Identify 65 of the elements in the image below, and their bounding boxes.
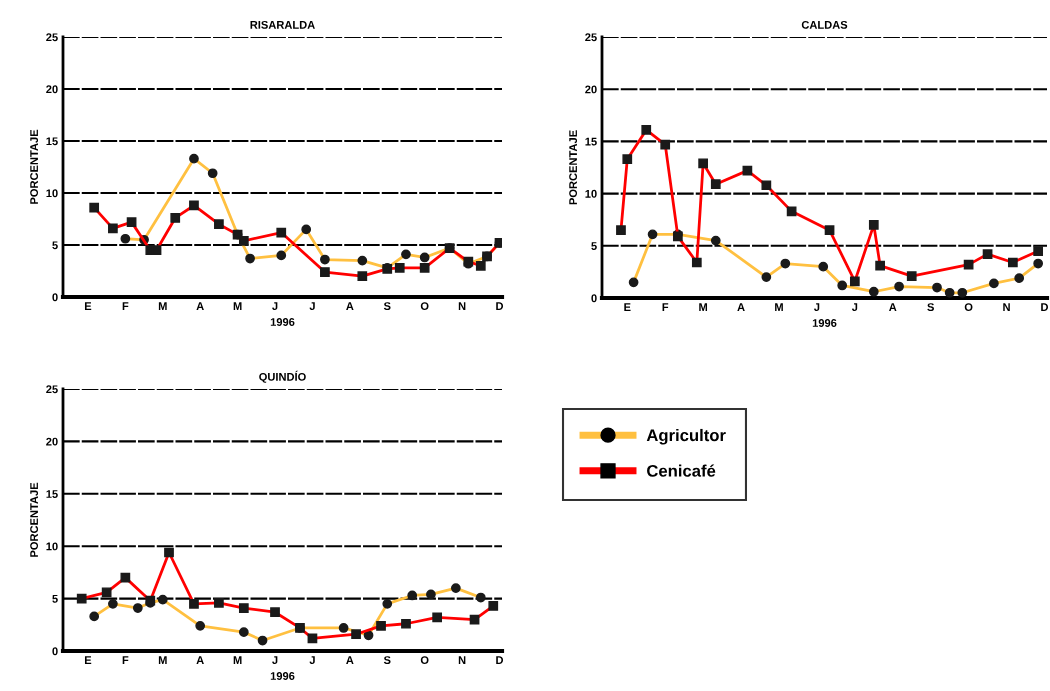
- x-tick-label: A: [196, 302, 204, 310]
- x-tick-label: M: [158, 302, 167, 310]
- x-tick-label: M: [233, 302, 242, 310]
- y-tick-label: 10: [46, 542, 58, 551]
- x-tick-label: M: [233, 656, 242, 664]
- y-tick-label: 0: [52, 647, 58, 656]
- x-tick-label: A: [196, 656, 204, 664]
- x-tick-label: O: [420, 302, 429, 311]
- y-tick-label: 10: [46, 189, 58, 198]
- x-tick-label: J: [272, 302, 278, 311]
- y-tick-label: 25: [46, 385, 58, 394]
- legend-label: Agricultor: [646, 428, 726, 445]
- y-axis-title: PORCENTAJE: [30, 482, 39, 557]
- x-tick-label: A: [737, 303, 745, 311]
- y-tick-label: 20: [46, 437, 58, 446]
- y-tick-label: 20: [585, 85, 597, 94]
- x-tick-label: M: [775, 303, 783, 311]
- x-tick-label: M: [699, 303, 708, 311]
- x-tick-label: E: [84, 302, 92, 310]
- y-tick-label: 15: [46, 137, 58, 146]
- y-tick-label: 10: [585, 189, 597, 198]
- legend-label: Cenicafé: [647, 464, 716, 477]
- y-tick-label: 25: [585, 33, 597, 42]
- x-tick-label: D: [496, 302, 504, 310]
- y-tick-label: 15: [585, 137, 597, 146]
- y-axis-title: PORCENTAJE: [569, 130, 578, 205]
- y-tick-label: 5: [591, 242, 597, 250]
- x-tick-label: S: [927, 303, 934, 312]
- y-tick-label: 0: [591, 294, 597, 303]
- chart-title: CALDAS: [801, 20, 848, 29]
- x-tick-label: J: [272, 656, 278, 665]
- x-tick-label: S: [383, 656, 391, 665]
- y-tick-label: 0: [52, 293, 58, 302]
- x-tick-label: M: [158, 656, 167, 664]
- x-tick-label: J: [851, 303, 858, 312]
- x-tick-label: N: [458, 302, 466, 310]
- x-tick-label: J: [309, 302, 315, 311]
- chart-title: RISARALDA: [250, 20, 315, 29]
- x-tick-label: F: [122, 302, 129, 310]
- y-tick-label: 15: [46, 490, 58, 498]
- x-tick-label: D: [496, 656, 504, 664]
- x-tick-label: A: [889, 303, 897, 311]
- x-axis-title: 1996: [270, 318, 295, 326]
- x-tick-label: A: [346, 302, 354, 310]
- x-tick-label: N: [1003, 303, 1010, 311]
- x-tick-label: A: [346, 656, 354, 664]
- x-tick-label: J: [309, 656, 315, 665]
- y-tick-label: 25: [46, 33, 58, 42]
- x-tick-label: F: [122, 656, 129, 664]
- x-tick-label: D: [1041, 303, 1049, 311]
- x-tick-label: E: [624, 303, 631, 311]
- x-tick-label: O: [964, 303, 973, 312]
- x-tick-label: F: [662, 303, 669, 311]
- x-tick-label: E: [84, 656, 92, 664]
- x-axis-title: 1996: [812, 319, 837, 327]
- y-tick-label: 20: [46, 85, 58, 94]
- y-tick-label: 5: [52, 594, 58, 603]
- x-tick-label: J: [813, 303, 820, 312]
- y-axis-title: PORCENTAJE: [30, 129, 39, 204]
- chart-title: QUINDÍO: [259, 370, 306, 383]
- x-tick-label: O: [420, 656, 429, 665]
- y-tick-label: 5: [52, 241, 58, 250]
- x-tick-label: N: [458, 656, 466, 664]
- x-tick-label: S: [383, 302, 391, 311]
- x-axis-title: 1996: [270, 672, 295, 680]
